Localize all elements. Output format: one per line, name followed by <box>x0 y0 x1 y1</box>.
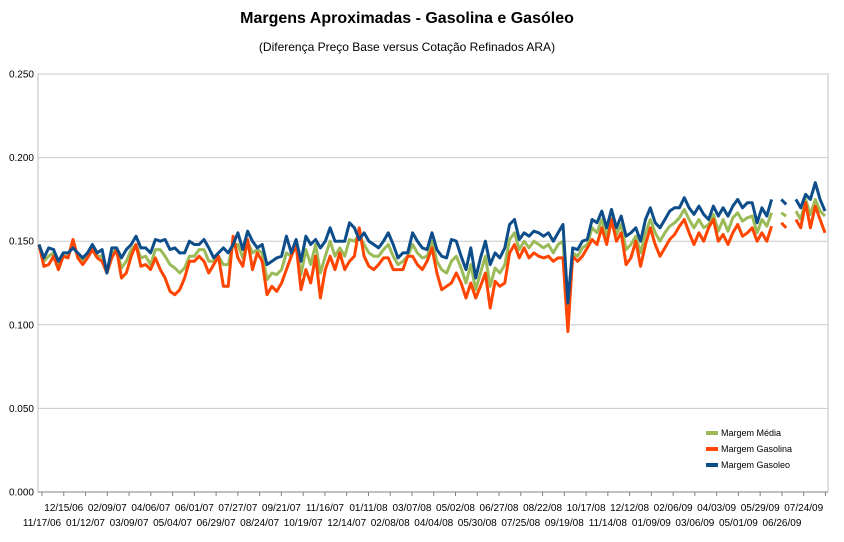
x-tick-label: 05/02/08 <box>436 503 475 514</box>
legend: Margem Média Margem Gasolina Margem Gasole… <box>706 428 792 470</box>
y-tick-label: 0.150 <box>9 237 34 248</box>
x-axis: 11/17/06 01/12/07 03/09/07 05/04/07 06/29/07… <box>23 491 828 529</box>
x-tick-label: 10/17/08 <box>567 503 606 514</box>
x-tick-label: 06/29/07 <box>197 518 236 529</box>
series-line-1 <box>794 197 827 221</box>
chart-title: Margens Aproximadas - Gasolina e Gasóleo <box>240 10 574 27</box>
x-tick-label: 05/29/09 <box>741 503 780 514</box>
plot-area <box>37 73 829 493</box>
series-line-2 <box>780 221 788 229</box>
chart-subtitle: (Diferença Preço Base versus Cotação Ref… <box>259 40 555 54</box>
x-tick-label: 10/19/07 <box>284 518 323 529</box>
x-tick-label: 11/14/08 <box>589 518 628 529</box>
x-tick-label: 06/01/07 <box>175 503 214 514</box>
x-tick-label: 01/11/08 <box>349 503 388 514</box>
series-line-1 <box>780 211 788 218</box>
y-tick-label: 0.100 <box>9 320 34 331</box>
y-tick-label: 0.000 <box>9 488 34 499</box>
x-tick-label: 03/09/07 <box>110 518 149 529</box>
x-tick-label: 06/26/09 <box>762 518 801 529</box>
series-line-3 <box>794 181 827 212</box>
legend-label: Margem Gasolina <box>721 444 792 454</box>
legend-label: Margem Média <box>721 428 781 438</box>
x-tick-label: 09/19/08 <box>545 518 584 529</box>
x-tick-label: 11/17/06 <box>23 518 62 529</box>
x-tick-label: 12/15/06 <box>44 503 83 514</box>
x-tick-label: 09/21/07 <box>262 503 301 514</box>
x-tick-label: 12/14/07 <box>327 518 366 529</box>
x-tick-label: 04/03/09 <box>697 503 736 514</box>
series-lines <box>37 181 827 333</box>
x-tick-label: 01/12/07 <box>66 518 105 529</box>
x-tick-label: 07/24/09 <box>784 503 823 514</box>
x-tick-label: 03/06/09 <box>675 518 714 529</box>
x-tick-label: 05/01/09 <box>719 518 758 529</box>
series-line-2 <box>794 201 827 234</box>
x-tick-label: 03/07/08 <box>393 503 432 514</box>
legend-label: Margem Gasoleo <box>721 460 790 470</box>
series-line-2 <box>37 218 774 333</box>
x-tick-label: 01/09/09 <box>632 518 671 529</box>
series-line-3 <box>37 196 774 305</box>
x-tick-label: 08/22/08 <box>523 503 562 514</box>
x-tick-label: 02/09/07 <box>88 503 127 514</box>
x-tick-label: 07/25/08 <box>501 518 540 529</box>
y-tick-label: 0.050 <box>9 404 34 415</box>
x-tick-label: 12/12/08 <box>610 503 649 514</box>
x-tick-label: 02/08/08 <box>371 518 410 529</box>
x-tick-label: 04/06/07 <box>131 503 170 514</box>
x-tick-label: 05/30/08 <box>458 518 497 529</box>
y-tick-label: 0.250 <box>9 70 34 81</box>
x-tick-label: 07/27/07 <box>218 503 257 514</box>
x-tick-label: 08/24/07 <box>240 518 279 529</box>
y-axis: 0.000 0.050 0.100 0.150 0.200 0.250 <box>9 70 34 499</box>
x-tick-label: 04/04/08 <box>414 518 453 529</box>
series-line-3 <box>780 198 788 206</box>
gridlines <box>37 73 829 493</box>
x-tick-label: 11/16/07 <box>306 503 345 514</box>
x-tick-label: 05/04/07 <box>153 518 192 529</box>
x-tick-label: 06/27/08 <box>480 503 519 514</box>
y-tick-label: 0.200 <box>9 153 34 164</box>
x-tick-label: 02/06/09 <box>654 503 693 514</box>
